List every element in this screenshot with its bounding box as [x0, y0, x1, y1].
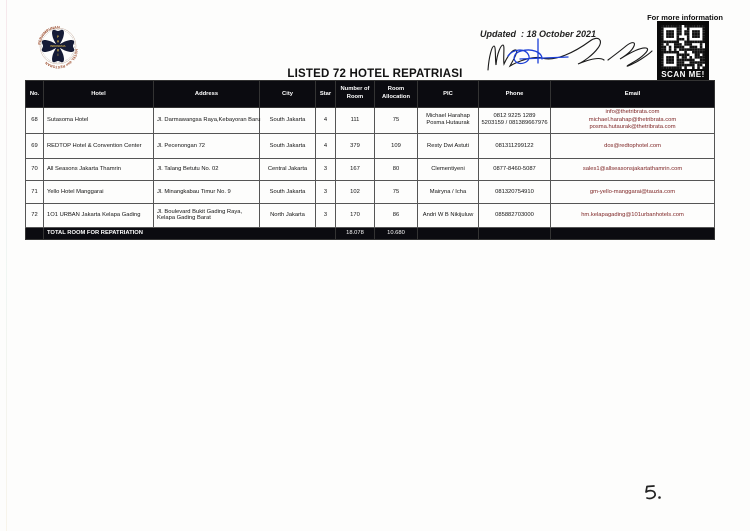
svg-text:I: I: [58, 53, 59, 57]
